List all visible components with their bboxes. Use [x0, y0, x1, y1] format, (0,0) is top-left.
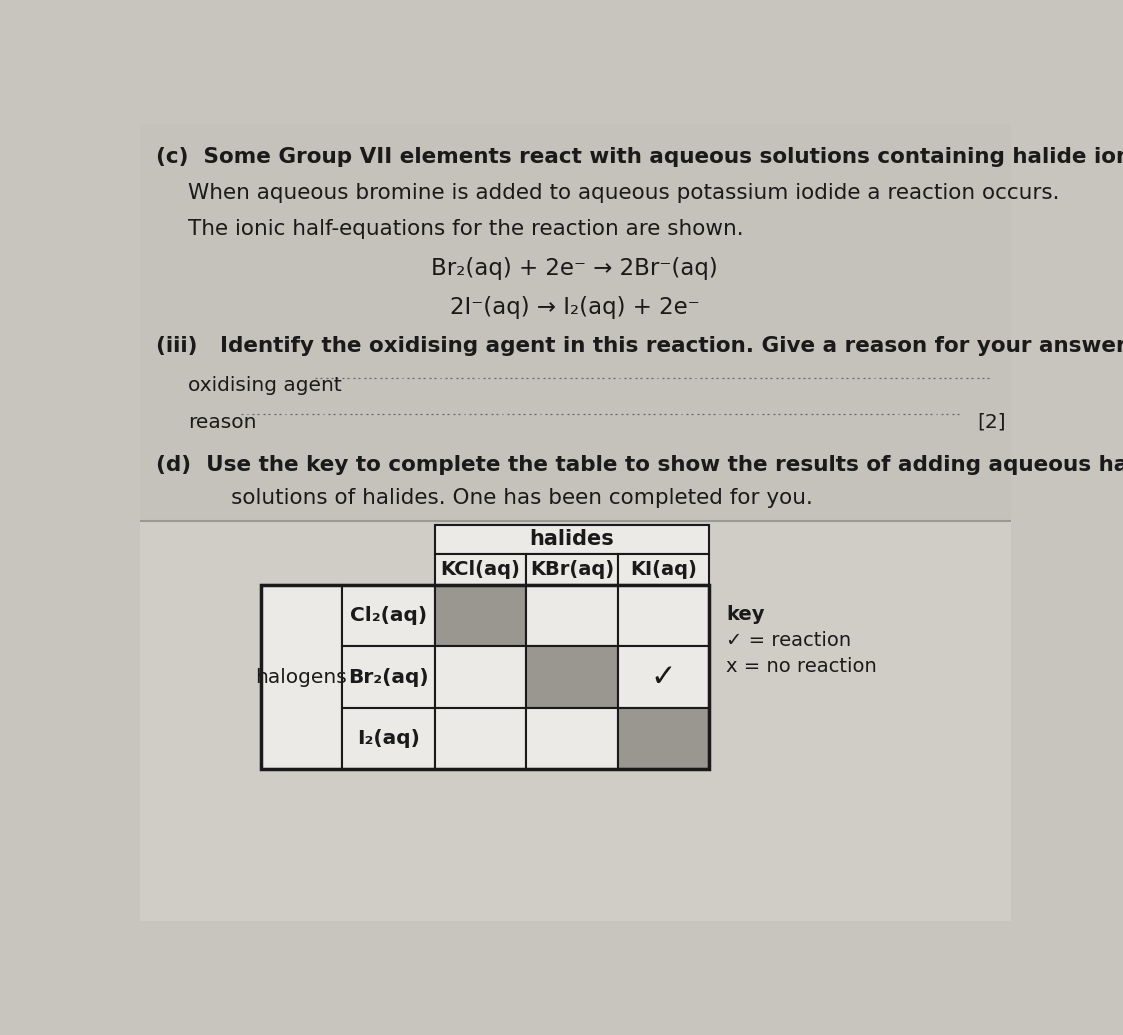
Text: solutions of halides. One has been completed for you.: solutions of halides. One has been compl…	[183, 487, 813, 507]
Text: reason: reason	[189, 413, 257, 432]
Text: x = no reaction: x = no reaction	[727, 657, 877, 676]
Text: ✓: ✓	[650, 662, 676, 691]
Bar	[527, 646, 618, 708]
Text: The ionic half-equations for the reaction are shown.: The ionic half-equations for the reactio…	[189, 219, 745, 239]
Text: key: key	[727, 605, 765, 624]
Bar	[527, 708, 618, 769]
Bar	[527, 585, 618, 646]
Bar	[341, 708, 435, 769]
Bar	[261, 585, 710, 769]
Bar	[618, 585, 710, 646]
Text: Br₂(aq): Br₂(aq)	[348, 668, 429, 686]
Text: (d)  Use the key to complete the table to show the results of adding aqueous hal: (d) Use the key to complete the table to…	[156, 454, 1123, 474]
Bar	[618, 646, 710, 708]
Text: When aqueous bromine is added to aqueous potassium iodide a reaction occurs.: When aqueous bromine is added to aqueous…	[189, 183, 1060, 204]
Bar	[618, 554, 710, 585]
Text: (c)  Some Group VII elements react with aqueous solutions containing halide ions: (c) Some Group VII elements react with a…	[156, 147, 1123, 168]
Bar	[435, 554, 527, 585]
Bar	[435, 585, 527, 646]
Text: halides: halides	[530, 529, 614, 550]
Bar	[261, 585, 341, 769]
Bar	[140, 521, 1011, 921]
Bar	[435, 708, 527, 769]
Text: (iii)   Identify the oxidising agent in this reaction. Give a reason for your an: (iii) Identify the oxidising agent in th…	[156, 336, 1123, 356]
Bar	[618, 708, 710, 769]
Bar	[435, 646, 527, 708]
Text: Br₂(aq) + 2e⁻ → 2Br⁻(aq): Br₂(aq) + 2e⁻ → 2Br⁻(aq)	[431, 258, 718, 280]
Text: ✓ = reaction: ✓ = reaction	[727, 631, 851, 650]
Text: oxidising agent: oxidising agent	[189, 376, 343, 395]
Text: 2I⁻(aq) → I₂(aq) + 2e⁻: 2I⁻(aq) → I₂(aq) + 2e⁻	[449, 296, 700, 319]
Bar	[341, 585, 435, 646]
Text: KCl(aq): KCl(aq)	[440, 560, 521, 579]
Bar	[435, 525, 710, 554]
Text: halogens: halogens	[255, 668, 347, 686]
Text: I₂(aq): I₂(aq)	[357, 730, 420, 748]
Text: [2]: [2]	[977, 413, 1006, 432]
Bar	[341, 646, 435, 708]
Text: KI(aq): KI(aq)	[630, 560, 697, 579]
Text: Cl₂(aq): Cl₂(aq)	[349, 605, 427, 625]
Bar	[140, 124, 1011, 521]
Bar	[527, 554, 618, 585]
Text: KBr(aq): KBr(aq)	[530, 560, 614, 579]
